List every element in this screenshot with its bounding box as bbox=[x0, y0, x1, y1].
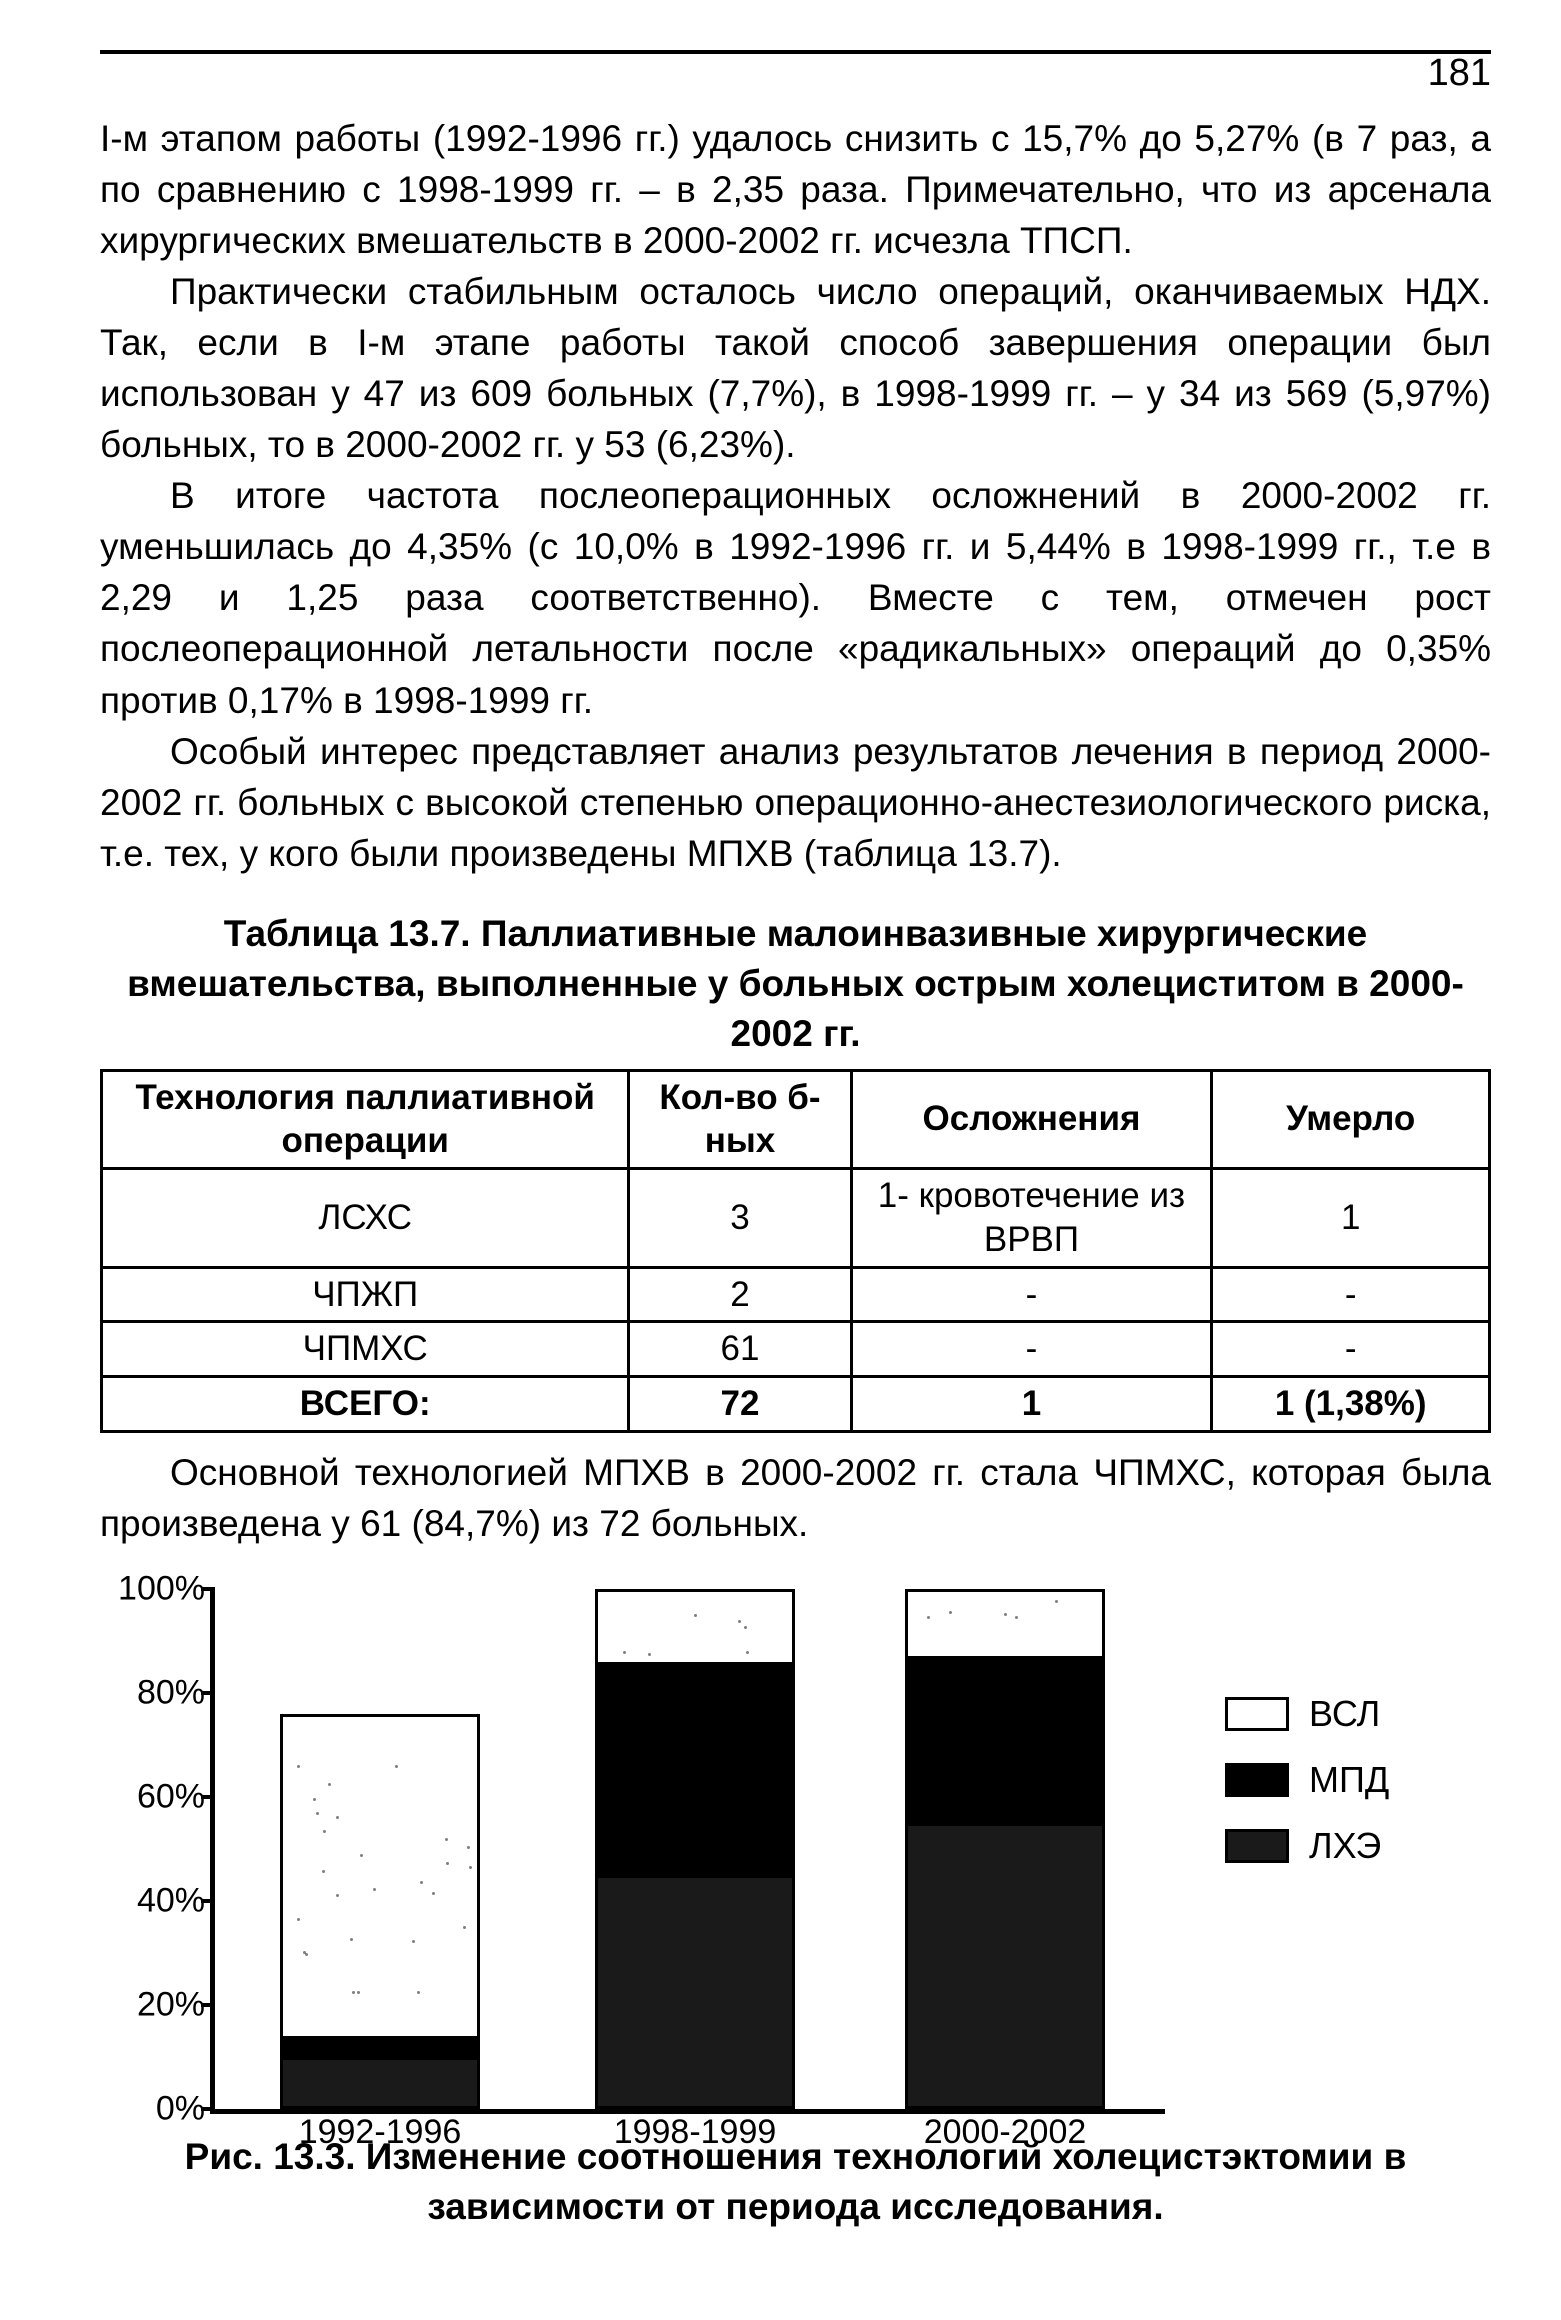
body-text: I-м этапом работы (1992-1996 гг.) удалос… bbox=[100, 113, 1491, 879]
x-axis-label: 2000-2002 bbox=[885, 2109, 1125, 2152]
table-header-row: Технология паллиативной операции Кол-во … bbox=[102, 1070, 1490, 1169]
cell: - bbox=[1212, 1322, 1490, 1377]
page: 181 I-м этапом работы (1992-1996 гг.) уд… bbox=[0, 0, 1561, 2320]
cell: ЧПМХС bbox=[102, 1322, 629, 1377]
paragraph-1: I-м этапом работы (1992-1996 гг.) удалос… bbox=[100, 113, 1491, 266]
table-row: ЧПЖП 2 - - bbox=[102, 1267, 1490, 1322]
th-technology: Технология паллиативной операции bbox=[102, 1070, 629, 1169]
cell: 3 bbox=[629, 1169, 851, 1268]
legend-item-vsl: ВСЛ bbox=[1225, 1693, 1389, 1735]
chart: 0%20%40%60%80%100%1992-19961998-19992000… bbox=[100, 1589, 1491, 2114]
table-caption: Таблица 13.7. Паллиативные малоинвазивны… bbox=[100, 909, 1491, 1059]
noise-speckle bbox=[445, 1838, 448, 1841]
noise-speckle bbox=[350, 1938, 353, 1941]
noise-speckle bbox=[446, 1862, 449, 1865]
legend-swatch-mpd bbox=[1225, 1763, 1289, 1797]
table-row: ЧПМХС 61 - - bbox=[102, 1322, 1490, 1377]
legend: ВСЛ МПД ЛХЭ bbox=[1225, 1669, 1389, 1891]
cell: 72 bbox=[629, 1377, 851, 1432]
legend-swatch-vsl bbox=[1225, 1697, 1289, 1731]
plot-area: 0%20%40%60%80%100%1992-19961998-19992000… bbox=[210, 1589, 1165, 2114]
cell: 1- кровотечение из ВРВП bbox=[851, 1169, 1212, 1268]
noise-speckle bbox=[323, 1830, 326, 1833]
cell: 1 bbox=[1212, 1169, 1490, 1268]
y-tick-mark bbox=[201, 2107, 215, 2111]
noise-speckle bbox=[1004, 1613, 1007, 1616]
bar-segment-lhe bbox=[280, 2057, 480, 2109]
noise-speckle bbox=[694, 1614, 697, 1617]
bar-segment-lhe bbox=[595, 1875, 795, 2109]
legend-swatch-lhe bbox=[1225, 1829, 1289, 1863]
x-axis-label: 1992-1996 bbox=[260, 2109, 500, 2152]
noise-speckle bbox=[316, 1812, 319, 1815]
chart-block: 0%20%40%60%80%100%1992-19961998-19992000… bbox=[100, 1589, 1165, 2114]
table-row-total: ВСЕГО: 72 1 1 (1,38%) bbox=[102, 1377, 1490, 1432]
legend-label-vsl: ВСЛ bbox=[1309, 1693, 1380, 1735]
noise-speckle bbox=[322, 1870, 325, 1873]
data-table: Технология паллиативной операции Кол-во … bbox=[100, 1069, 1491, 1433]
bar-segment-lhe bbox=[905, 1823, 1105, 2109]
legend-label-mpd: МПД bbox=[1309, 1759, 1389, 1801]
th-complications: Осложнения bbox=[851, 1070, 1212, 1169]
cell: 1 bbox=[851, 1377, 1212, 1432]
noise-speckle bbox=[623, 1651, 626, 1654]
y-tick-mark bbox=[201, 1795, 215, 1799]
y-tick-mark bbox=[201, 2003, 215, 2007]
page-number: 181 bbox=[100, 52, 1491, 95]
cell: 61 bbox=[629, 1322, 851, 1377]
table-head: Технология паллиативной операции Кол-во … bbox=[102, 1070, 1490, 1169]
table-body: ЛСХС 3 1- кровотечение из ВРВП 1 ЧПЖП 2 … bbox=[102, 1169, 1490, 1432]
paragraph-3: В итоге частота послеоперационных осложн… bbox=[100, 470, 1491, 725]
cell: 1 (1,38%) bbox=[1212, 1377, 1490, 1432]
cell: ЛСХС bbox=[102, 1169, 629, 1268]
noise-speckle bbox=[336, 1816, 339, 1819]
noise-speckle bbox=[467, 1846, 470, 1849]
noise-speckle bbox=[328, 1783, 331, 1786]
legend-label-lhe: ЛХЭ bbox=[1309, 1825, 1381, 1867]
y-tick-mark bbox=[201, 1691, 215, 1695]
x-axis-label: 1998-1999 bbox=[575, 2109, 815, 2152]
cell: 2 bbox=[629, 1267, 851, 1322]
cell: - bbox=[851, 1267, 1212, 1322]
legend-item-mpd: МПД bbox=[1225, 1759, 1389, 1801]
y-tick-mark bbox=[201, 1587, 215, 1591]
cell: ВСЕГО: bbox=[102, 1377, 629, 1432]
th-count: Кол-во б-ных bbox=[629, 1070, 851, 1169]
paragraph-5: Основной технологией МПХВ в 2000-2002 гг… bbox=[100, 1447, 1491, 1549]
noise-speckle bbox=[360, 1854, 363, 1857]
paragraph-4: Особый интерес представляет анализ резул… bbox=[100, 726, 1491, 879]
after-table-text: Основной технологией МПХВ в 2000-2002 гг… bbox=[100, 1447, 1491, 1549]
paragraph-2: Практически стабильным осталось число оп… bbox=[100, 266, 1491, 470]
cell: - bbox=[851, 1322, 1212, 1377]
y-tick-mark bbox=[201, 1899, 215, 1903]
cell: - bbox=[1212, 1267, 1490, 1322]
noise-speckle bbox=[412, 1940, 415, 1943]
legend-item-lhe: ЛХЭ bbox=[1225, 1825, 1389, 1867]
table-row: ЛСХС 3 1- кровотечение из ВРВП 1 bbox=[102, 1169, 1490, 1268]
th-died: Умерло bbox=[1212, 1070, 1490, 1169]
noise-speckle bbox=[336, 1894, 339, 1897]
cell: ЧПЖП bbox=[102, 1267, 629, 1322]
